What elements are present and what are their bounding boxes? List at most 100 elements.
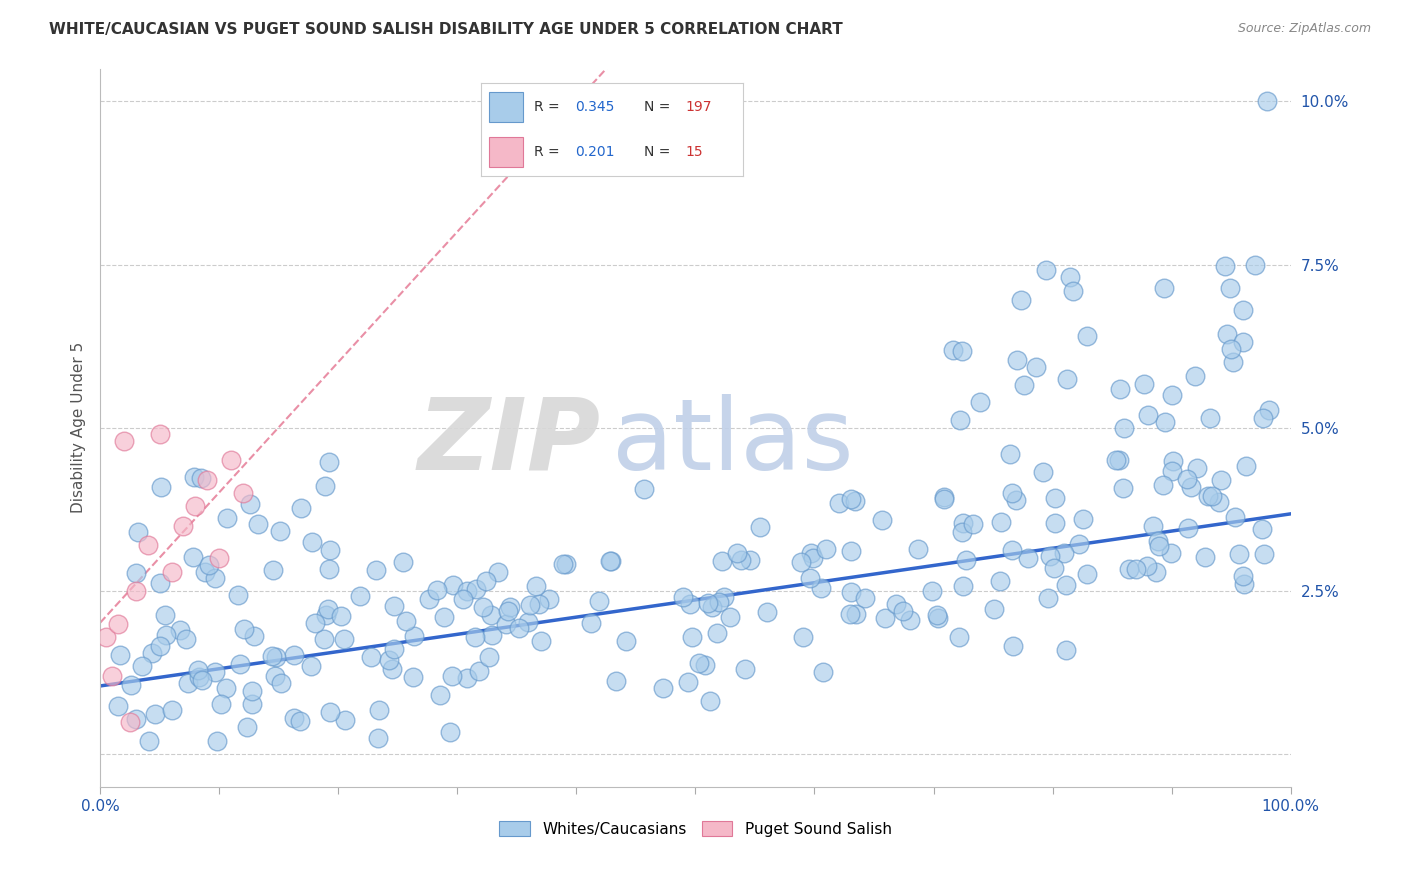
Point — [118, 714, 141, 729]
Point — [1161, 454, 1184, 468]
Point — [828, 496, 851, 510]
Point — [153, 607, 176, 622]
Point — [799, 546, 821, 560]
Point — [188, 670, 211, 684]
Point — [368, 703, 391, 717]
Point — [169, 624, 191, 638]
Point — [1223, 510, 1246, 524]
Point — [1136, 408, 1159, 422]
Point — [969, 394, 991, 409]
Point — [955, 553, 977, 567]
Point — [1201, 489, 1223, 503]
Point — [1039, 549, 1062, 564]
Point — [468, 664, 491, 678]
Point — [141, 646, 163, 660]
Point — [290, 500, 312, 515]
Point — [1147, 539, 1170, 553]
Point — [301, 534, 323, 549]
Point — [495, 617, 517, 632]
Point — [1005, 352, 1028, 367]
Point — [814, 542, 837, 557]
Point — [1059, 269, 1081, 284]
Point — [120, 678, 142, 692]
Point — [283, 648, 305, 662]
Point — [107, 616, 129, 631]
Point — [439, 725, 461, 739]
Point — [599, 554, 621, 568]
Point — [1184, 368, 1206, 383]
Point — [839, 491, 862, 506]
Point — [239, 497, 262, 511]
Point — [1056, 372, 1078, 386]
Point — [209, 697, 232, 711]
Point — [1010, 293, 1032, 307]
Legend: Whites/Caucasians, Puget Sound Salish: Whites/Caucasians, Puget Sound Salish — [492, 813, 900, 844]
Point — [1125, 562, 1147, 576]
Point — [952, 516, 974, 530]
Point — [873, 611, 896, 625]
Point — [891, 604, 914, 618]
Point — [530, 634, 553, 648]
Point — [1220, 343, 1243, 357]
Point — [718, 609, 741, 624]
Point — [160, 565, 183, 579]
Point — [810, 582, 832, 596]
Point — [314, 479, 336, 493]
Point — [1052, 546, 1074, 560]
Point — [524, 579, 547, 593]
Point — [195, 473, 218, 487]
Point — [579, 615, 602, 630]
Point — [517, 615, 540, 630]
Point — [486, 565, 509, 579]
Point — [316, 602, 339, 616]
Point — [433, 609, 456, 624]
Point — [314, 632, 336, 646]
Point — [1105, 453, 1128, 467]
Point — [605, 673, 627, 688]
Point — [174, 632, 197, 647]
Point — [131, 659, 153, 673]
Point — [204, 570, 226, 584]
Point — [440, 669, 463, 683]
Point — [472, 600, 495, 615]
Point — [998, 447, 1021, 461]
Point — [1017, 550, 1039, 565]
Point — [1232, 569, 1254, 583]
Point — [1076, 329, 1098, 343]
Point — [150, 480, 173, 494]
Point — [988, 574, 1011, 588]
Point — [136, 538, 159, 552]
Point — [1232, 303, 1254, 318]
Point — [426, 582, 449, 597]
Point — [155, 628, 177, 642]
Point — [884, 597, 907, 611]
Point — [1258, 402, 1281, 417]
Point — [217, 510, 239, 524]
Point — [713, 590, 735, 604]
Point — [464, 630, 486, 644]
Point — [183, 470, 205, 484]
Point — [519, 598, 541, 612]
Point — [395, 614, 418, 628]
Point — [799, 571, 821, 585]
Point — [236, 720, 259, 734]
Point — [288, 714, 311, 728]
Point — [1054, 643, 1077, 657]
Point — [1032, 465, 1054, 479]
Point — [553, 557, 575, 571]
Point — [418, 591, 440, 606]
Point — [927, 611, 949, 625]
Point — [725, 546, 748, 560]
Point — [1215, 326, 1237, 341]
Point — [315, 608, 337, 623]
Point — [475, 574, 498, 588]
Point — [247, 516, 270, 531]
Point — [983, 602, 1005, 616]
Point — [1071, 512, 1094, 526]
Point — [652, 681, 675, 696]
Point — [950, 524, 973, 539]
Point — [160, 703, 183, 717]
Point — [633, 483, 655, 497]
Point — [1133, 376, 1156, 391]
Point — [149, 639, 172, 653]
